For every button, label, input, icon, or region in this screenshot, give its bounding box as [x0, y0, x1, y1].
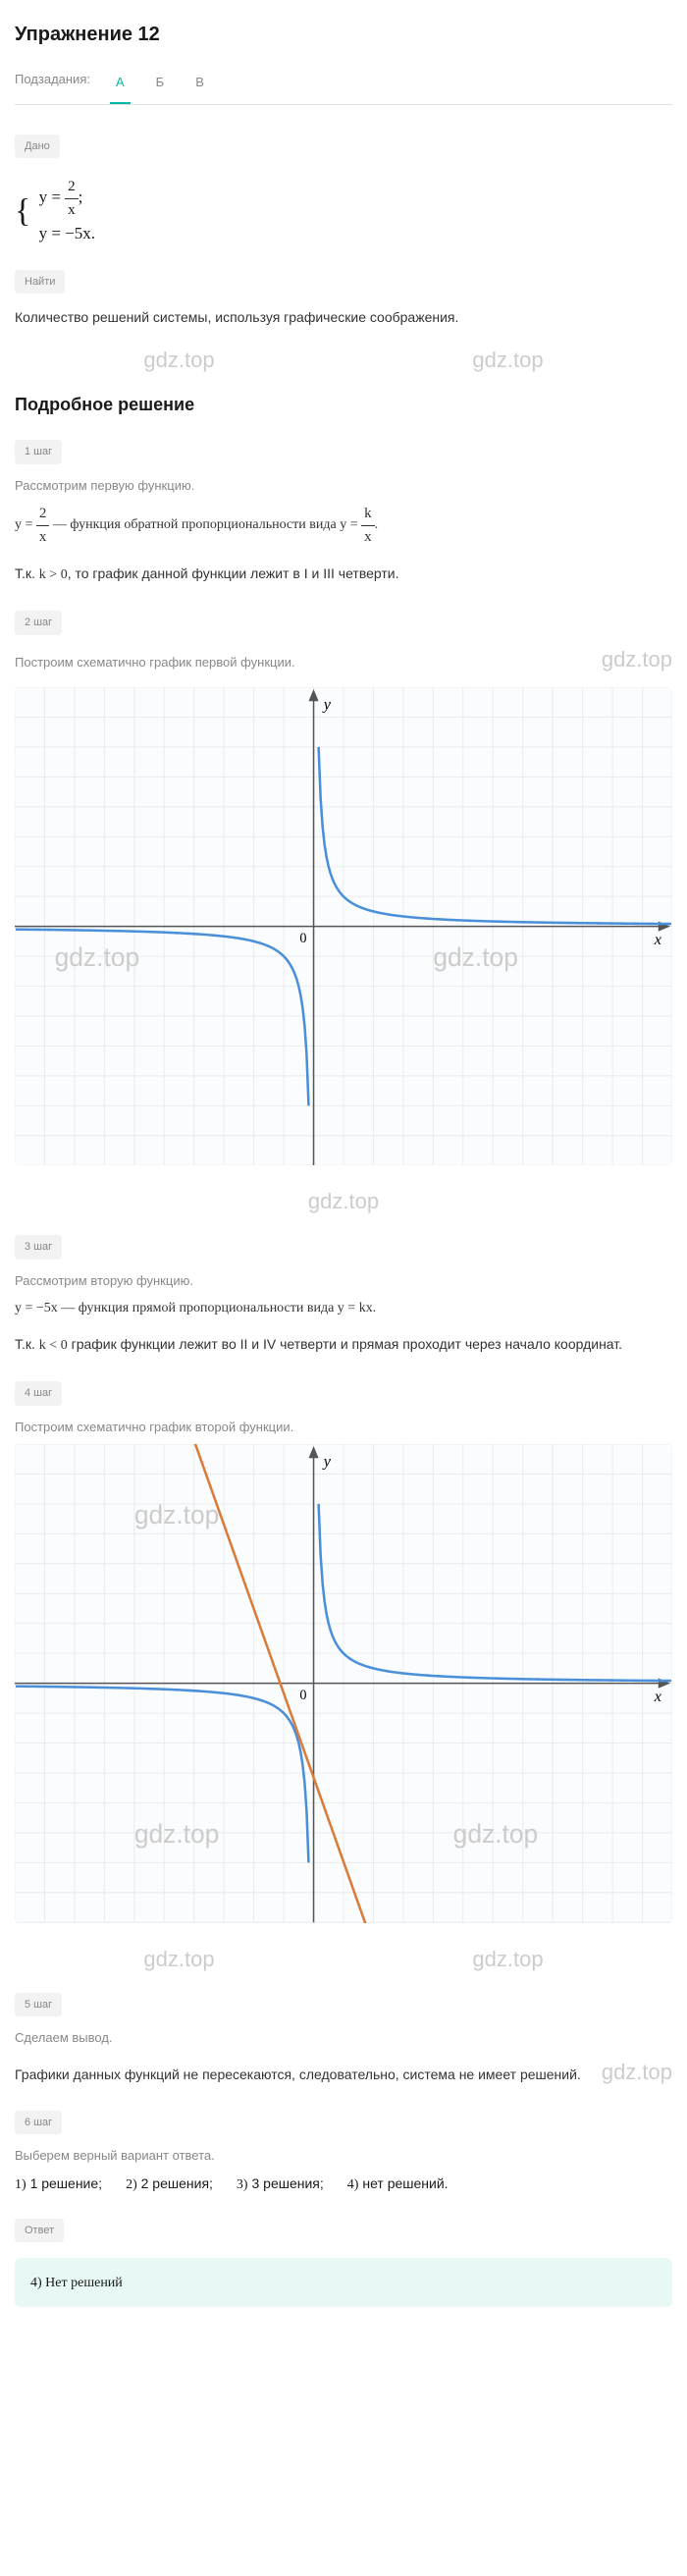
- chart1: x y 0 gdz.top gdz.top: [15, 687, 672, 1165]
- svg-text:gdz.top: gdz.top: [433, 942, 518, 972]
- step2-intro: Построим схематично график первой функци…: [15, 653, 295, 672]
- svg-text:gdz.top: gdz.top: [453, 1819, 539, 1849]
- opt1: 1) 1 решение;: [15, 2174, 102, 2195]
- svg-text:y: y: [322, 1453, 332, 1471]
- step4-chip: 4 шаг: [15, 1381, 62, 1406]
- step1-chip: 1 шаг: [15, 440, 62, 464]
- svg-text:0: 0: [299, 1688, 306, 1703]
- subtasks-bar: Подзадания: А Б В: [15, 65, 672, 105]
- step5-chip: 5 шаг: [15, 1993, 62, 2017]
- tab-v[interactable]: В: [189, 65, 210, 104]
- step5-intro: Сделаем вывод.: [15, 2028, 672, 2048]
- step3-chip: 3 шаг: [15, 1235, 62, 1260]
- answer-box: 4) Нет решений: [15, 2258, 672, 2307]
- watermark-row3: gdz.topgdz.top: [15, 1943, 672, 1975]
- page-title: Упражнение 12: [15, 20, 672, 49]
- solution-heading: Подробное решение: [15, 392, 672, 418]
- opt4: 4) нет решений.: [347, 2174, 449, 2195]
- step4-intro: Построим схематично график второй функци…: [15, 1418, 672, 1437]
- subtasks-label: Подзадания:: [15, 70, 90, 99]
- step1-line2: Т.к. k > 0, то график данной функции леж…: [15, 564, 672, 585]
- answer-chip: Ответ: [15, 2219, 64, 2243]
- find-text: Количество решений системы, используя гр…: [15, 307, 672, 328]
- svg-text:x: x: [654, 1688, 662, 1705]
- svg-text:gdz.top: gdz.top: [55, 942, 140, 972]
- step2-chip: 2 шаг: [15, 611, 62, 635]
- conclusion: Графики данных функций не пересекаются, …: [15, 2065, 582, 2085]
- options-row: 1) 1 решение; 2) 2 решения; 3) 3 решения…: [15, 2174, 672, 2195]
- step3-intro: Рассмотрим вторую функцию.: [15, 1271, 672, 1291]
- step3-line1: y = −5x — функция прямой пропорционально…: [15, 1298, 672, 1318]
- find-chip: Найти: [15, 270, 65, 295]
- step6-intro: Выберем верный вариант ответа.: [15, 2146, 672, 2166]
- given-chip: Дано: [15, 134, 60, 159]
- step1-line1: y = 2x — функция обратной пропорциональн…: [15, 503, 672, 548]
- watermark-inline: gdz.top: [602, 643, 672, 675]
- svg-text:y: y: [322, 695, 332, 713]
- tab-b[interactable]: Б: [150, 65, 171, 104]
- svg-text:x: x: [654, 931, 662, 948]
- svg-text:gdz.top: gdz.top: [134, 1500, 220, 1530]
- watermark-inline2: gdz.top: [602, 2056, 672, 2088]
- svg-text:0: 0: [299, 931, 306, 946]
- system-equation: { y = 2x; y = −5x.: [15, 176, 672, 246]
- svg-text:gdz.top: gdz.top: [134, 1819, 220, 1849]
- step3-line2: Т.к. k < 0 график функции лежит во II и …: [15, 1334, 672, 1356]
- watermark-row: gdz.topgdz.top: [15, 344, 672, 376]
- watermark-row2: gdz.top: [15, 1185, 672, 1217]
- step1-intro: Рассмотрим первую функцию.: [15, 476, 672, 496]
- chart2: x y 0 gdz.top gdz.top gdz.top: [15, 1444, 672, 1922]
- tab-a[interactable]: А: [110, 65, 131, 104]
- opt2: 2) 2 решения;: [126, 2174, 213, 2195]
- opt3: 3) 3 решения;: [237, 2174, 324, 2195]
- step6-chip: 6 шаг: [15, 2111, 62, 2135]
